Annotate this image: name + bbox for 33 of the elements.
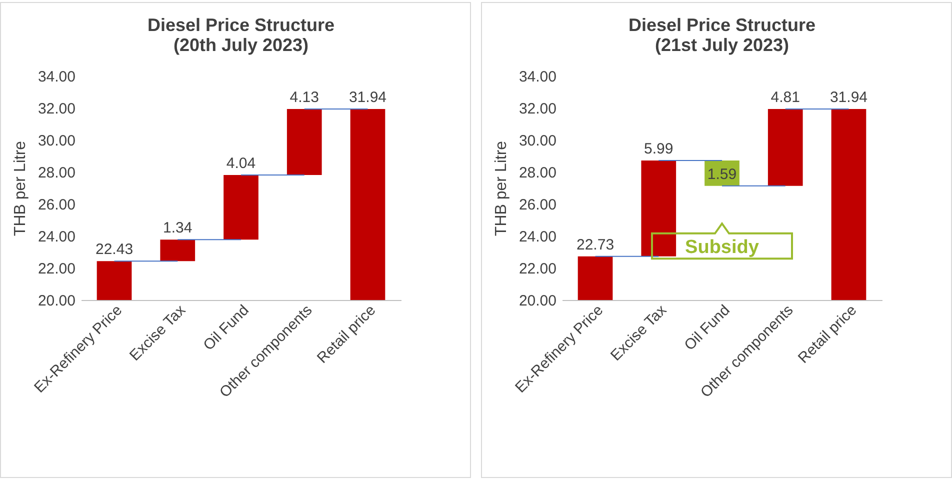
data-label: 4.81 — [770, 88, 800, 106]
y-tick-label: 24.00 — [38, 228, 76, 246]
annotation: Subsidy — [685, 237, 760, 258]
y-tick-label: 22.00 — [518, 260, 556, 278]
y-tick-label: 22.00 — [38, 260, 76, 278]
data-label: 22.43 — [95, 241, 134, 258]
y-tick-label: 30.00 — [518, 132, 556, 150]
y-tick-label: 28.00 — [518, 164, 556, 182]
text: Diesel Price Structure — [628, 15, 816, 35]
data-label: 4.04 — [226, 155, 256, 172]
y-axis-title: THB per Litre — [492, 140, 510, 236]
y-tick-label: 26.00 — [38, 196, 76, 214]
data-label: 5.99 — [644, 140, 674, 158]
y-tick-label: 28.00 — [38, 164, 76, 182]
data-label: 4.13 — [290, 88, 319, 106]
y-tick-label: 34.00 — [518, 68, 556, 86]
data-label: 1.34 — [163, 220, 192, 237]
y-tick-label: 26.00 — [518, 196, 556, 214]
text: Diesel Price Structure — [147, 15, 335, 35]
data-label: 31.94 — [830, 88, 868, 106]
text: (20th July 2023) — [173, 35, 309, 55]
y-tick-label: 32.00 — [38, 100, 76, 118]
y-tick-label: 20.00 — [518, 292, 556, 310]
data-label: 22.73 — [576, 236, 614, 254]
y-tick-label: 24.00 — [518, 228, 556, 246]
y-tick-label: 34.00 — [38, 68, 76, 86]
text: (21st July 2023) — [654, 35, 790, 55]
data-label: 31.94 — [348, 88, 387, 106]
y-tick-label: 32.00 — [518, 100, 556, 118]
y-axis-title: THB per Litre — [12, 140, 29, 236]
y-tick-label: 20.00 — [38, 292, 76, 310]
data-label: 1.59 — [707, 166, 737, 183]
y-tick-label: 30.00 — [38, 132, 76, 150]
